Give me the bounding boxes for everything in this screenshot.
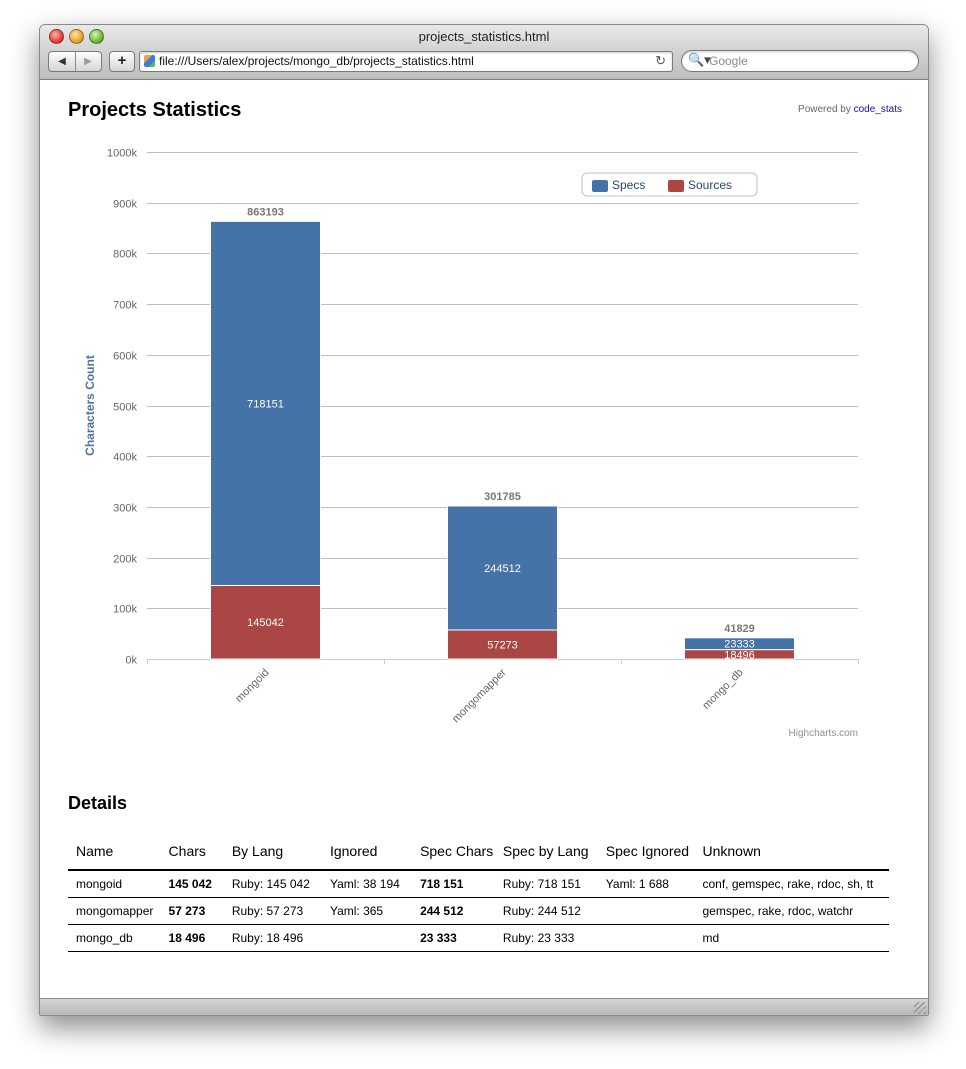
y-tick-label: 800k (113, 249, 137, 261)
table-cell: 18 496 (160, 924, 224, 952)
table-row: mongo_db 18 496 Ruby: 18 496 23 333 Ruby: 23… (68, 924, 889, 952)
table-cell: gemspec, rake, rdoc, watchr (694, 897, 889, 925)
y-axis-title: Characters Count (83, 355, 97, 456)
table-cell: 244 512 (412, 897, 495, 925)
table-cell: Ruby: 18 496 (223, 924, 322, 952)
search-icon[interactable]: 🔍▾ (688, 52, 711, 67)
x-category-label: mongo_db (700, 667, 745, 712)
bar-sources (210, 584, 321, 660)
y-tick-label: 100k (113, 604, 137, 616)
close-window-button[interactable] (49, 29, 64, 44)
table-cell: mongoid (68, 870, 161, 898)
add-bookmark-button[interactable]: + (109, 51, 135, 72)
table-cell (597, 897, 695, 925)
table-cell: mongomapper (68, 897, 161, 925)
legend-swatch-sources (668, 180, 684, 192)
y-tick-label: 500k (113, 402, 137, 414)
window-title: projects_statistics.html (418, 29, 550, 44)
table-row: mongomapper 57 273 Ruby: 57 273 Yaml: 365 24… (68, 897, 889, 925)
status-bar (40, 998, 928, 1015)
stack-total-label: 863193 (247, 206, 284, 218)
address-bar[interactable]: file:///Users/alex/projects/mongo_db/pro… (139, 51, 673, 72)
data-label-sources: 18496 (724, 649, 755, 661)
resize-grip-icon[interactable] (914, 1002, 926, 1014)
table-cell: 718 151 (412, 870, 495, 898)
table-cell (597, 924, 695, 952)
minimize-window-button[interactable] (69, 29, 84, 44)
browser-window: projects_statistics.html ◀ ▶ + file:///U… (39, 24, 929, 1016)
table-cell: md (694, 924, 889, 952)
bar-specs (684, 637, 795, 651)
column-header: Spec Chars (412, 841, 495, 871)
data-label-sources: 57273 (487, 639, 518, 651)
column-header: Spec by Lang (494, 841, 598, 871)
back-button[interactable]: ◀ (49, 52, 76, 71)
url-text[interactable]: file:///Users/alex/projects/mongo_db/pro… (159, 54, 474, 68)
data-label-sources: 145042 (247, 617, 284, 629)
reload-icon[interactable]: ↻ (655, 53, 666, 68)
highcharts-credits: Highcharts.com (789, 728, 858, 739)
search-placeholder: Google (709, 54, 748, 68)
powered-by-label: Powered by (798, 104, 851, 115)
code-stats-link[interactable]: code_stats (853, 104, 902, 115)
stack-total-label: 301785 (484, 491, 521, 503)
stack-total-label: 41829 (724, 623, 755, 635)
table-cell: Ruby: 23 333 (494, 924, 598, 952)
y-tick-label: 200k (113, 554, 137, 566)
table-cell: 57 273 (160, 897, 224, 925)
table-cell: mongo_db (68, 924, 161, 952)
table-cell: Ruby: 57 273 (223, 897, 322, 925)
search-input[interactable]: 🔍▾ Google (681, 50, 919, 72)
table-cell: Ruby: 718 151 (494, 870, 598, 898)
table-cell: conf, gemspec, rake, rdoc, sh, tt (694, 870, 889, 898)
column-header: Unknown (694, 841, 889, 871)
x-category-label: mongoid (233, 667, 271, 705)
table-cell: 23 333 (412, 924, 495, 952)
page-content: Projects Statistics Powered by code_stat… (40, 80, 928, 998)
x-category-label: mongomapper (450, 666, 509, 725)
column-header: Spec Ignored (597, 841, 695, 871)
column-header: Ignored (321, 841, 413, 871)
bar-specs (210, 220, 321, 586)
legend-swatch-specs (592, 180, 608, 192)
y-tick-label: 400k (113, 452, 137, 464)
column-header: Name (68, 841, 161, 871)
y-tick-label: 1000k (107, 148, 137, 160)
y-tick-label: 300k (113, 503, 137, 515)
title-bar: projects_statistics.html ◀ ▶ + file:///U… (40, 25, 928, 80)
table-cell: Yaml: 1 688 (597, 870, 695, 898)
page-title: Projects Statistics (68, 99, 242, 121)
forward-button[interactable]: ▶ (84, 56, 92, 67)
y-tick-label: 900k (113, 199, 137, 211)
table-header-row: Name Chars By Lang Ignored Spec Chars Spec by… (68, 841, 889, 871)
stacked-bar-chart: 0k 100k 200k 300k 400k 500k 600k 700k 800k 900k 10… (83, 148, 859, 739)
table-cell: Ruby: 145 042 (223, 870, 322, 898)
data-label-specs: 244512 (484, 563, 521, 575)
table-cell: Yaml: 38 194 (321, 870, 413, 898)
table-cell (321, 924, 413, 952)
data-label-specs: 23333 (724, 639, 755, 651)
table-cell: Ruby: 244 512 (494, 897, 598, 925)
zoom-window-button[interactable] (89, 29, 104, 44)
legend-label-specs: Specs (612, 178, 645, 192)
details-heading: Details (68, 793, 128, 813)
details-table: Name Chars By Lang Ignored Spec Chars Spec by… (68, 841, 889, 952)
table-row: mongoid 145 042 Ruby: 145 042 Yaml: 38 194 7… (68, 870, 889, 898)
y-tick-label: 0k (125, 655, 137, 667)
y-tick-label: 600k (113, 351, 137, 363)
y-tick-label: 700k (113, 300, 137, 312)
nav-buttons: ◀ ▶ (48, 51, 102, 72)
favicon-icon (144, 55, 155, 67)
table-cell: Yaml: 365 (321, 897, 413, 925)
powered-by: Powered by code_stats (798, 104, 902, 115)
table-cell: 145 042 (160, 870, 224, 898)
data-label-specs: 718151 (247, 398, 284, 410)
bar-specs (447, 505, 558, 631)
column-header: Chars (160, 841, 224, 871)
column-header: By Lang (223, 841, 322, 871)
legend-label-sources: Sources (688, 178, 732, 192)
